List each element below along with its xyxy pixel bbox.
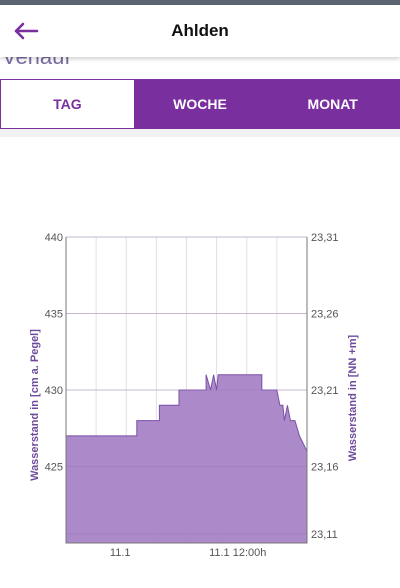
y-axis-title-right: Wasserstand in [NN +m] [347, 334, 359, 461]
tab-woche-label: WOCHE [173, 96, 227, 112]
y-tick-label-left: 430 [45, 385, 63, 397]
status-bar [0, 0, 400, 5]
y-tick-label-right: 23,16 [311, 462, 339, 474]
tab-monat-label: MONAT [307, 96, 358, 112]
divider [0, 129, 400, 137]
tab-monat[interactable]: MONAT [266, 80, 400, 128]
series-area [65, 374, 308, 544]
arrow-left-icon [14, 22, 39, 40]
y-tick-label-right: 23,31 [311, 232, 339, 244]
x-tick-label: 11.1 12:00h [209, 547, 266, 559]
x-tick-label: 11.1 [110, 547, 131, 559]
y-axis-title-left: Wasserstand in [cm a. Pegel] [29, 329, 41, 481]
y-tick-label-right: 23,26 [311, 309, 339, 321]
water-level-chart: 440 435 430 425 23,31 23,26 23,21 23,16 23,11 11.… [29, 232, 359, 559]
y-tick-label-left: 440 [45, 232, 63, 244]
app-bar: Ahlden [0, 5, 400, 57]
back-button[interactable] [10, 15, 42, 47]
period-tabs: TAG WOCHE MONAT [0, 79, 400, 129]
tab-tag[interactable]: TAG [1, 80, 134, 128]
tab-woche[interactable]: WOCHE [133, 80, 267, 128]
tab-tag-label: TAG [53, 96, 82, 112]
y-tick-label-right: 23,11 [311, 529, 338, 541]
page-title: Ahlden [171, 21, 229, 40]
y-tick-label-left: 435 [45, 309, 63, 321]
y-tick-label-right: 23,21 [311, 385, 339, 397]
y-tick-label-left: 425 [45, 462, 63, 474]
